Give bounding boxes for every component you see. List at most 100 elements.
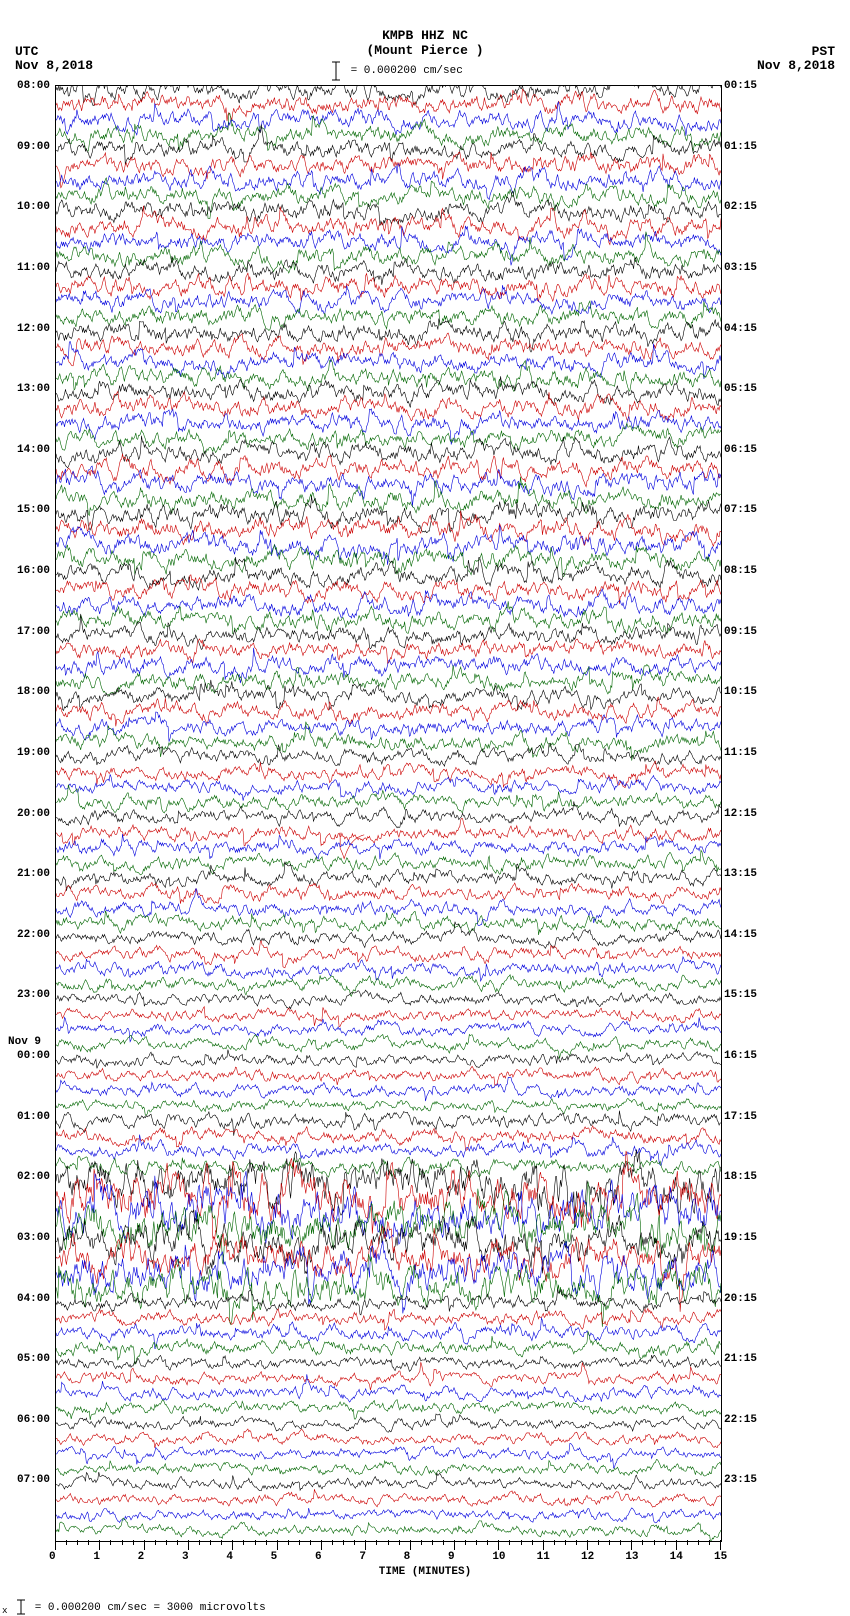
seismic-trace	[56, 496, 721, 533]
utc-hour-label: 21:00	[10, 868, 50, 880]
utc-hour-label: 07:00	[10, 1474, 50, 1486]
x-tick-label: 7	[359, 1551, 366, 1563]
seismic-trace	[56, 232, 721, 273]
seismic-trace	[56, 774, 721, 800]
seismogram-container: KMPB HHZ NC (Mount Pierce ) UTC Nov 8,20…	[0, 0, 850, 1613]
pst-hour-label: 16:15	[724, 1050, 757, 1062]
x-tick-label: 0	[49, 1551, 56, 1563]
seismic-trace	[56, 743, 721, 766]
utc-day-break: Nov 9	[8, 1036, 41, 1048]
seismic-trace	[56, 941, 721, 968]
pst-hour-label: 17:15	[724, 1111, 757, 1123]
trace-svg	[56, 86, 721, 1541]
x-tick-label: 1	[93, 1551, 100, 1563]
x-tick-label: 11	[537, 1551, 550, 1563]
pst-hour-label: 07:15	[724, 504, 757, 516]
helicorder-plot	[55, 85, 722, 1542]
seismic-trace	[56, 206, 721, 245]
seismic-trace	[56, 589, 721, 618]
utc-hour-label: 19:00	[10, 747, 50, 759]
seismic-trace	[56, 1318, 721, 1348]
footer-scale: x = 0.000200 cm/sec = 3000 microvolts	[2, 1598, 266, 1616]
seismic-trace	[56, 164, 721, 200]
footer-text: = 0.000200 cm/sec = 3000 microvolts	[35, 1602, 266, 1614]
utc-hour-label: 10:00	[10, 201, 50, 213]
pst-hour-label: 14:15	[724, 929, 757, 941]
x-tick-label: 10	[492, 1551, 505, 1563]
x-tick-label: 9	[448, 1551, 455, 1563]
seismic-trace	[56, 89, 721, 121]
seismic-trace	[56, 801, 721, 827]
utc-hour-label: 03:00	[10, 1232, 50, 1244]
utc-hour-label: 05:00	[10, 1353, 50, 1365]
seismic-trace	[56, 575, 721, 604]
seismic-trace	[56, 1289, 721, 1315]
pst-hour-label: 20:15	[724, 1293, 757, 1305]
left-date: Nov 8,2018	[15, 58, 93, 73]
utc-hour-label: 01:00	[10, 1111, 50, 1123]
utc-hour-label: 06:00	[10, 1414, 50, 1426]
x-tick-label: 6	[315, 1551, 322, 1563]
pst-hour-label: 23:15	[724, 1474, 757, 1486]
right-timezone: PST	[812, 44, 835, 59]
utc-hour-label: 22:00	[10, 929, 50, 941]
seismic-trace	[56, 285, 721, 314]
pst-hour-label: 09:15	[724, 626, 757, 638]
seismic-trace	[56, 1355, 721, 1371]
pst-hour-label: 19:15	[724, 1232, 757, 1244]
seismic-trace	[56, 423, 721, 454]
pst-hour-label: 01:15	[724, 141, 757, 153]
utc-hour-label: 12:00	[10, 323, 50, 335]
seismic-trace	[56, 557, 721, 590]
utc-hour-label: 20:00	[10, 808, 50, 820]
seismic-trace	[56, 1443, 721, 1468]
pst-hour-label: 02:15	[724, 201, 757, 213]
seismic-trace	[56, 1518, 721, 1541]
seismic-trace	[56, 1066, 721, 1085]
seismic-trace	[56, 1460, 721, 1477]
pst-hour-label: 15:15	[724, 989, 757, 1001]
pst-hour-label: 13:15	[724, 868, 757, 880]
seismic-trace	[56, 680, 721, 711]
seismic-trace	[56, 1472, 721, 1491]
seismic-trace	[56, 86, 721, 106]
seismic-trace	[56, 273, 721, 301]
x-tick-label: 15	[714, 1551, 727, 1563]
seismic-trace	[56, 1035, 721, 1059]
utc-hour-label: 16:00	[10, 565, 50, 577]
seismic-trace	[56, 511, 721, 546]
seismic-trace	[56, 301, 721, 330]
seismic-trace	[56, 862, 721, 891]
x-tick-label: 12	[581, 1551, 594, 1563]
x-tick-label: 13	[625, 1551, 638, 1563]
x-tick-label: 4	[226, 1551, 233, 1563]
seismic-trace	[56, 648, 721, 683]
seismic-trace	[56, 1400, 721, 1420]
seismic-trace	[56, 990, 721, 1009]
seismic-trace	[56, 911, 721, 935]
pst-hour-label: 10:15	[724, 686, 757, 698]
seismic-trace	[56, 192, 721, 226]
x-tick-label: 3	[182, 1551, 189, 1563]
station-code: KMPB HHZ NC	[0, 28, 850, 43]
seismic-trace	[56, 1414, 721, 1432]
seismic-trace	[56, 1126, 721, 1150]
seismic-trace	[56, 409, 721, 445]
seismic-trace	[56, 1098, 721, 1115]
pst-hour-label: 11:15	[724, 747, 757, 759]
utc-hour-label: 00:00	[10, 1050, 50, 1062]
pst-hour-label: 06:15	[724, 444, 757, 456]
utc-hour-label: 13:00	[10, 383, 50, 395]
utc-hour-label: 02:00	[10, 1171, 50, 1183]
pst-hour-label: 21:15	[724, 1353, 757, 1365]
seismic-trace	[56, 1050, 721, 1069]
seismic-trace	[56, 922, 721, 949]
seismic-trace	[56, 1362, 721, 1390]
seismic-trace	[56, 1508, 721, 1523]
right-date: Nov 8,2018	[757, 58, 835, 73]
utc-hour-label: 17:00	[10, 626, 50, 638]
scale-bar-group: = 0.000200 cm/sec	[328, 60, 463, 82]
seismic-trace	[56, 1135, 721, 1166]
pst-hour-label: 03:15	[724, 262, 757, 274]
seismic-trace	[56, 722, 721, 761]
